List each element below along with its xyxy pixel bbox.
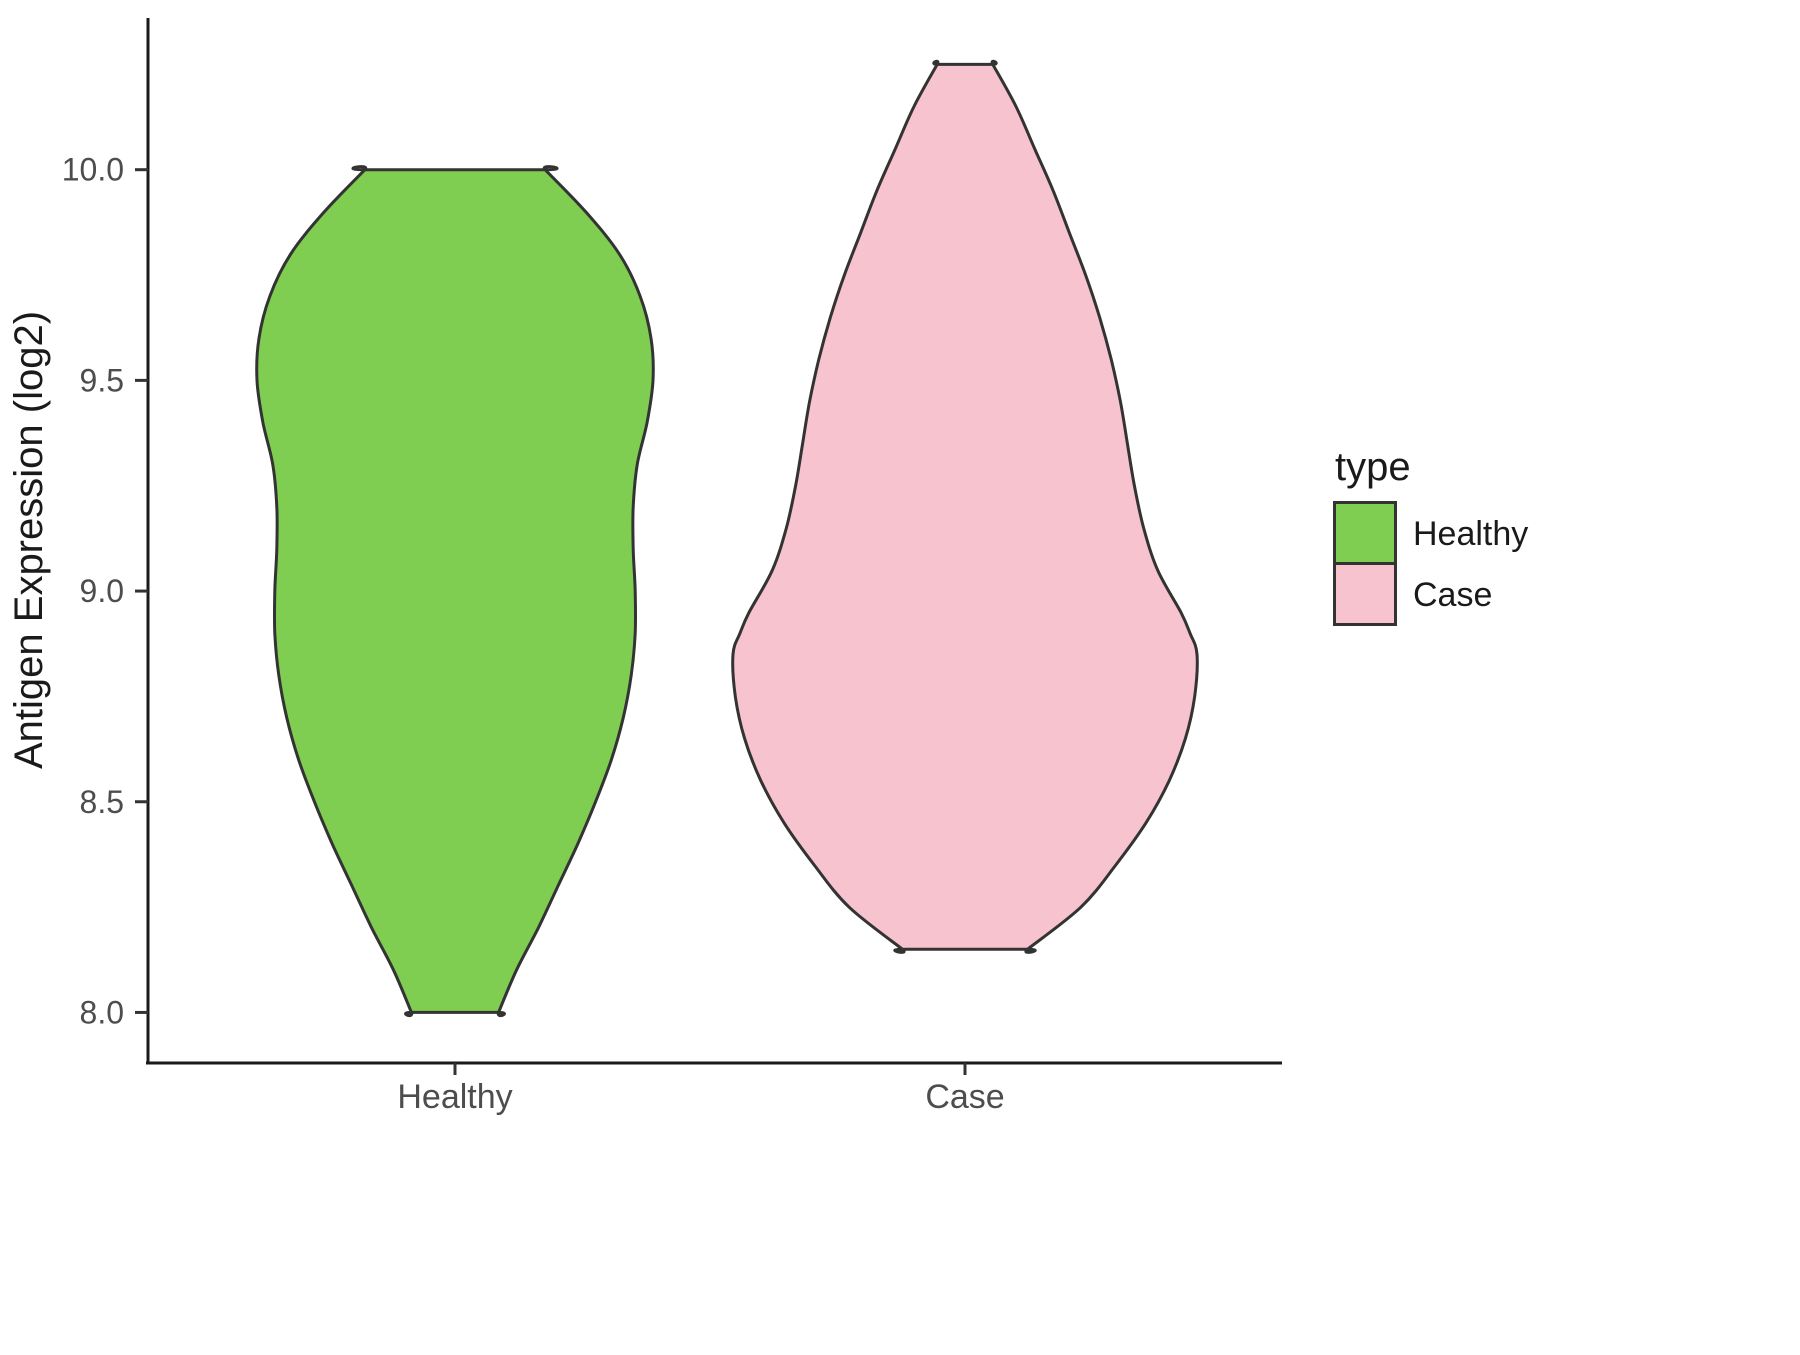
legend-item-case: Case [1333,562,1528,626]
y-tick-label: 10.0 [62,152,124,188]
legend-item-healthy: Healthy [1333,501,1529,565]
y-axis-title: Antigen Expression (log2) [7,311,51,769]
y-tick-label: 8.5 [80,784,124,820]
y-tick-label: 9.0 [80,573,124,609]
x-category-label-case: Case [925,1078,1004,1116]
x-axis: Healthy Case [146,1061,1282,1116]
legend-label-case: Case [1413,576,1493,614]
legend-swatch-case [1333,562,1397,626]
violin-healthy [255,165,655,1018]
x-axis-ticks [453,1063,967,1075]
legend-title: type [1335,445,1411,489]
legend-swatch-healthy [1333,501,1397,565]
y-tick-label: 9.5 [80,362,124,398]
legend: type Healthy Case [1333,445,1528,626]
x-category-label-healthy: Healthy [397,1078,512,1116]
y-axis-ticks: 8.0 8.5 9.0 9.5 10.0 [62,152,148,1030]
legend-label-healthy: Healthy [1413,515,1529,553]
violin-case [731,59,1199,954]
violins-layer [255,59,1199,1018]
y-axis: 8.0 8.5 9.0 9.5 10.0 [62,18,150,1063]
y-tick-label: 8.0 [80,994,124,1030]
